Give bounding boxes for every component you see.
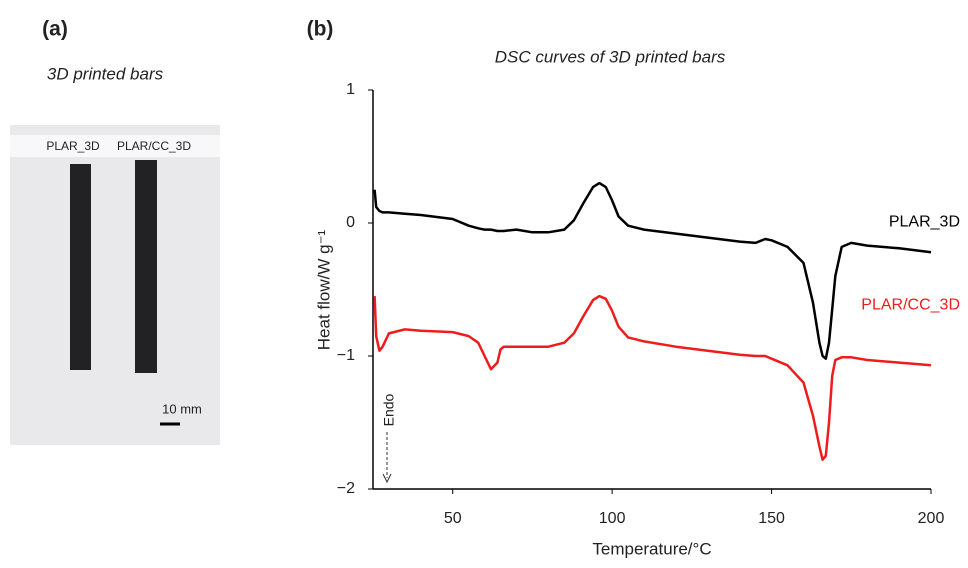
y-tick-label: −2 xyxy=(337,480,355,497)
series-label: PLAR/CC_3D xyxy=(861,297,960,314)
bar-specimen xyxy=(70,164,91,370)
x-tick-label: 150 xyxy=(758,510,785,527)
y-tick-label: −1 xyxy=(337,347,355,364)
bar-specimen xyxy=(135,160,157,373)
series-line xyxy=(373,181,932,360)
photo xyxy=(10,125,220,445)
x-tick-label: 50 xyxy=(444,510,462,527)
x-axis-label: Temperature/°C xyxy=(592,539,711,558)
y-tick-label: 1 xyxy=(346,81,355,98)
y-axis-label: Heat flow/W g⁻¹ xyxy=(314,229,333,350)
chart-title: DSC curves of 3D printed bars xyxy=(495,47,726,66)
panel-label: (b) xyxy=(307,18,334,41)
scale-label: 10 mm xyxy=(162,401,202,416)
endo-arrow-head xyxy=(382,473,392,484)
label-strip xyxy=(10,135,220,157)
x-tick-label: 100 xyxy=(599,510,626,527)
sample-label: PLAR_3D xyxy=(46,139,100,153)
annotation: Endo xyxy=(381,393,397,426)
y-tick-label: 0 xyxy=(346,214,355,231)
sample-label: PLAR/CC_3D xyxy=(117,139,191,153)
photo-title: 3D printed bars xyxy=(47,64,164,83)
series-label: PLAR_3D xyxy=(889,213,960,230)
series-line xyxy=(373,294,932,461)
panel-label: (a) xyxy=(42,18,68,41)
x-tick-label: 200 xyxy=(918,510,945,527)
